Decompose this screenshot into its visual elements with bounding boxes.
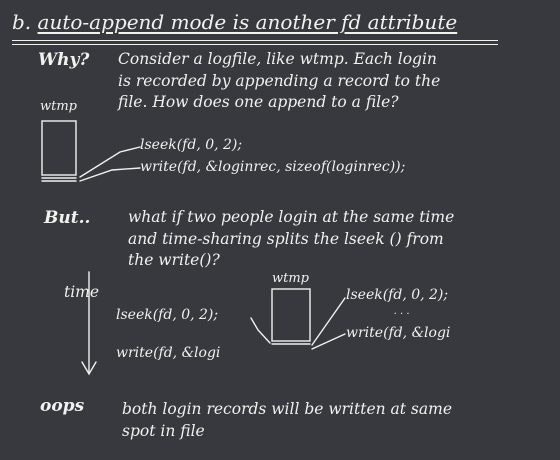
oops-line-2: spot in file	[122, 422, 205, 440]
time-arrow-head	[81, 361, 97, 376]
right-code-write: write(fd, &logi	[346, 325, 451, 341]
wtmp-label-1: wtmp	[40, 99, 78, 114]
left-lseek-arrow	[250, 317, 271, 344]
left-code-lseek: lseek(fd, 0, 2);	[116, 307, 219, 323]
right-lseek-arrow	[311, 297, 346, 346]
right-code-lseek: lseek(fd, 0, 2);	[346, 287, 449, 303]
but-line-2: and time-sharing splits the lseek () fro…	[128, 230, 444, 248]
slide-title: b. auto-append mode is another fd attrib…	[12, 12, 457, 32]
why-code-write: write(fd, &loginrec, sizeof(loginrec));	[140, 159, 406, 175]
why-line-3: file. How does one append to a file?	[118, 93, 399, 111]
why-code-lseek: lseek(fd, 0, 2);	[140, 137, 243, 153]
but-line-1: what if two people login at the same tim…	[128, 208, 455, 226]
write-arrow-1	[79, 167, 141, 182]
why-line-2: is recorded by appending a record to the	[118, 72, 441, 90]
wtmp-label-2: wtmp	[272, 271, 310, 286]
title-prefix: b.	[12, 10, 38, 34]
why-line-1: Consider a logfile, like wtmp. Each logi…	[118, 50, 437, 68]
wtmp-file-box-2	[271, 288, 311, 342]
but-line-3: the write()?	[128, 251, 220, 269]
oops-line-1: both login records will be written at sa…	[122, 400, 453, 418]
left-code-write: write(fd, &logi	[116, 345, 221, 361]
dots-mark: . . .	[394, 306, 410, 317]
lseek-arrow-1	[79, 146, 141, 178]
why-label: Why?	[38, 50, 90, 70]
title-rule-2	[12, 44, 498, 45]
oops-label: oops	[40, 396, 85, 416]
wtmp-file-box-1	[41, 120, 77, 176]
but-label: But..	[44, 208, 91, 228]
title-text: auto-append mode is another fd attribute	[37, 10, 458, 34]
title-rule	[12, 40, 498, 41]
right-write-arrow	[311, 333, 346, 350]
time-label: time	[64, 283, 100, 301]
